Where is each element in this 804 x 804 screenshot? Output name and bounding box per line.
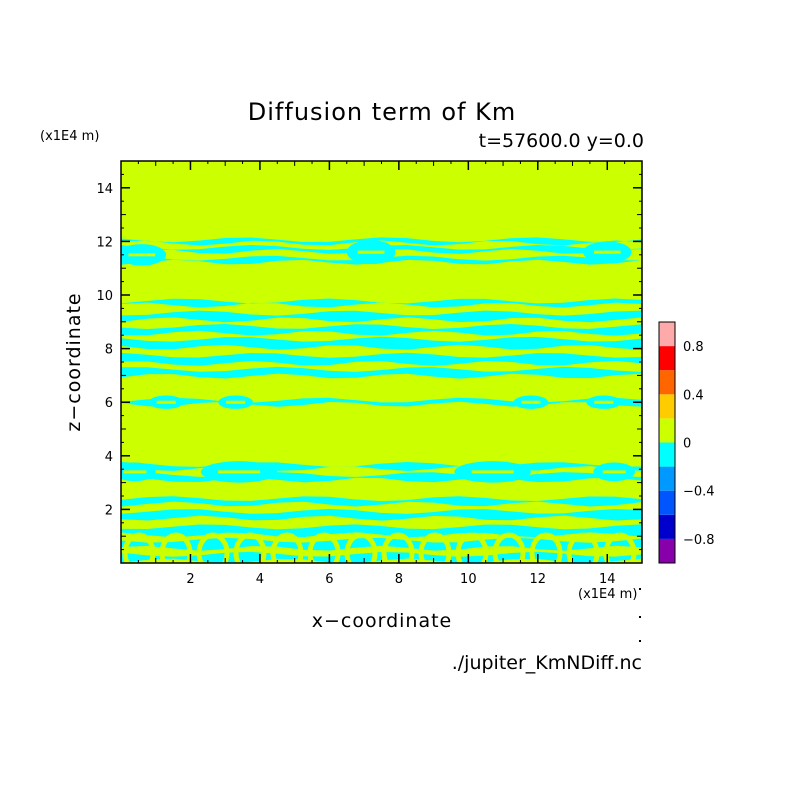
contour-blob-stripe xyxy=(593,250,621,254)
contour-blob-stripe xyxy=(471,470,514,474)
contour-swirl xyxy=(344,532,378,563)
x-tick-label: 2 xyxy=(186,572,194,587)
x-tick-label: 6 xyxy=(325,572,333,587)
y-tick-label: 14 xyxy=(96,182,113,197)
x-tick-label: 4 xyxy=(256,572,264,587)
x-axis-label: x−coordinate xyxy=(311,610,453,632)
contour-blob-stripe xyxy=(226,400,246,404)
x-axis-unit: (x1E4 m) xyxy=(578,587,638,602)
colorbar-swatch xyxy=(659,538,675,563)
contour-band xyxy=(121,298,642,308)
contour-band xyxy=(121,237,642,246)
chart-title: Diffusion term of Km xyxy=(247,98,517,126)
contour-band xyxy=(121,310,642,323)
colorbar-tick-label: 0 xyxy=(683,437,691,452)
colorbar-tick-label: −0.8 xyxy=(683,533,715,548)
contour-swirl xyxy=(455,532,489,563)
colorbar-swatch xyxy=(659,370,675,395)
colorbar-swatch xyxy=(659,514,675,539)
contour-blob-stripe xyxy=(594,400,614,404)
x-tick-label: 10 xyxy=(460,572,477,587)
contour-swirl xyxy=(529,532,563,563)
colorbar-tick-label: 0.8 xyxy=(683,340,704,355)
contour-blob-stripe xyxy=(602,470,626,474)
contour-swirl xyxy=(196,532,230,563)
contour-blob-stripe xyxy=(357,250,385,254)
y-tick-label: 12 xyxy=(96,235,113,250)
y-tick-label: 10 xyxy=(96,289,113,304)
y-tick-label: 6 xyxy=(105,396,113,411)
colorbar-swatch xyxy=(659,466,675,491)
colorbar-tick-label: 0.4 xyxy=(683,388,704,403)
contour-blob-stripe xyxy=(521,400,541,404)
contour-band xyxy=(121,508,642,521)
contour-swirl xyxy=(270,532,304,563)
x-tick-label: 14 xyxy=(599,572,616,587)
colorbar-frame xyxy=(658,321,676,564)
contour-band xyxy=(121,323,642,336)
contour-band xyxy=(121,352,642,366)
contour-swirl xyxy=(122,532,156,563)
contour-band xyxy=(121,551,642,563)
y-minor-ticks xyxy=(121,173,642,551)
chart-subtitle: t=57600.0 y=0.0 xyxy=(478,130,644,152)
contour-blob-stripe xyxy=(123,470,147,474)
colorbar-tick-label: −0.4 xyxy=(683,485,715,500)
dot-mark xyxy=(639,640,641,642)
decorative-marks xyxy=(639,588,641,642)
y-tick-label: 2 xyxy=(105,503,113,518)
contour-swirl xyxy=(159,532,193,563)
axes: 2 4 6 8 10 12 14 2 4 6 8 10 12 14 xyxy=(96,160,643,587)
contour-features xyxy=(121,237,642,563)
contour-band xyxy=(121,336,642,350)
y-tick-label: 4 xyxy=(105,450,113,465)
x-tick-label: 8 xyxy=(395,572,403,587)
contour-swirl xyxy=(566,532,600,563)
y-tick-label: 8 xyxy=(105,343,113,358)
colorbar-swatch xyxy=(659,490,675,515)
contour-swirl xyxy=(418,532,452,563)
x-tick-label: 12 xyxy=(530,572,547,587)
contour-blob-stripe xyxy=(218,470,261,474)
contour-swirl xyxy=(307,532,341,563)
contour-swirl xyxy=(381,532,415,563)
contour-band xyxy=(121,537,642,551)
dot-mark xyxy=(639,616,641,618)
contour-swirl xyxy=(492,532,526,563)
contour-band xyxy=(121,366,642,379)
contour-swirl xyxy=(233,532,267,563)
x-minor-ticks xyxy=(137,161,626,563)
colorbar-swatch xyxy=(659,442,675,467)
colorbar: 0.8 0.4 0 −0.4 −0.8 xyxy=(658,321,715,564)
plot-area xyxy=(121,161,642,563)
contour-blob-stripe xyxy=(156,400,176,404)
y-axis-unit: (x1E4 m) xyxy=(40,129,100,144)
dot-mark xyxy=(639,588,641,590)
contour-swirl xyxy=(603,532,637,563)
colorbar-swatch xyxy=(659,418,675,443)
contour-band xyxy=(121,496,642,507)
colorbar-swatch xyxy=(659,394,675,419)
source-filename: ./jupiter_KmNDiff.nc xyxy=(451,652,642,674)
colorbar-swatch xyxy=(659,322,675,347)
colorbar-swatch xyxy=(659,346,675,371)
contour-blob-stripe xyxy=(128,253,156,257)
